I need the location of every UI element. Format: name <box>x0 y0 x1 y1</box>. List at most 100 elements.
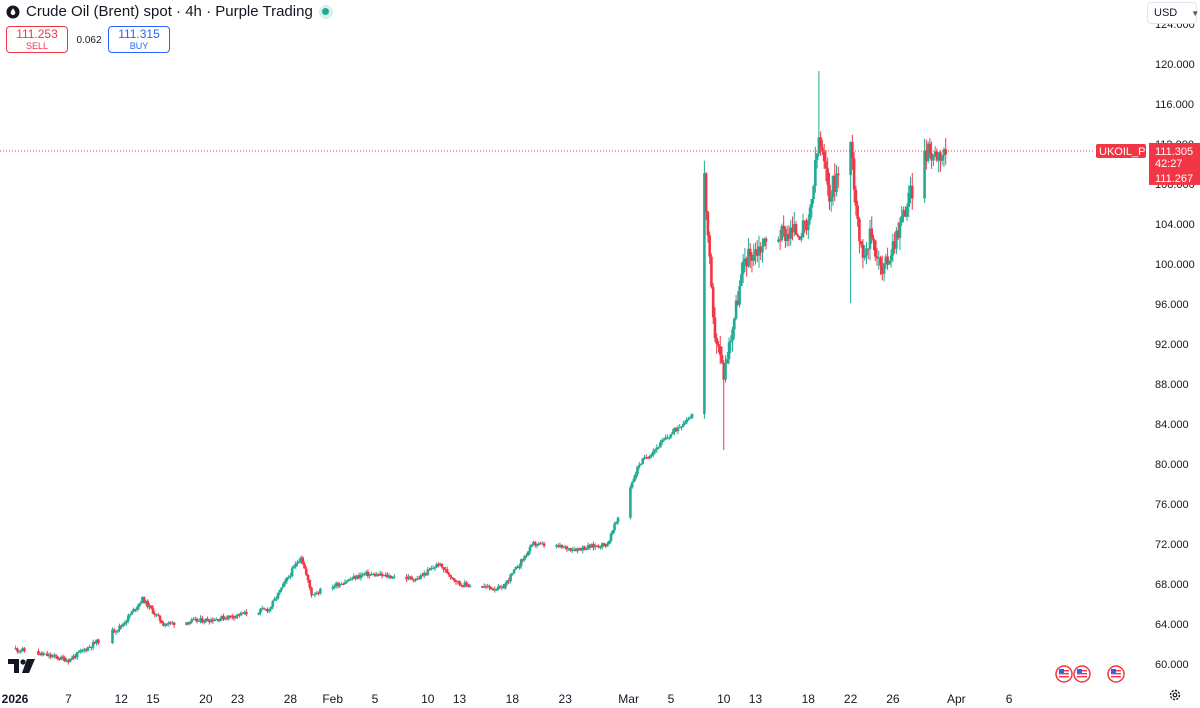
candle-body <box>821 147 824 152</box>
candle-body <box>519 559 523 567</box>
candle-body <box>220 615 223 619</box>
candle-body <box>213 620 216 622</box>
candle-body <box>780 225 784 240</box>
candle-body <box>444 569 447 571</box>
candle-body <box>225 617 229 619</box>
candle-body <box>419 575 423 579</box>
candle-body <box>935 151 939 161</box>
sell-label: SELL <box>25 41 49 51</box>
candle-body <box>311 594 315 596</box>
candle-body <box>815 153 819 160</box>
candle-body <box>229 615 232 617</box>
candle-body <box>872 238 875 241</box>
candle-body <box>95 639 98 644</box>
candle-body <box>909 185 912 193</box>
candle-body <box>877 257 881 259</box>
x-tick-label: 15 <box>146 692 160 706</box>
x-tick-label: 20 <box>199 692 213 706</box>
candle-body <box>430 568 433 570</box>
currency-select[interactable]: USD ▼ <box>1147 2 1199 24</box>
candle-body <box>814 159 817 187</box>
us-flag-icon[interactable] <box>1055 665 1073 683</box>
x-tick-label: 23 <box>231 692 245 706</box>
candle-body <box>708 235 711 257</box>
candle-body <box>185 622 188 626</box>
candle-body <box>757 246 761 256</box>
sell-button[interactable]: 111.253 SELL <box>6 26 68 53</box>
candle-body <box>216 619 220 621</box>
candle-body <box>405 576 408 580</box>
candle-body <box>782 225 785 230</box>
symbol-tag: UKOIL_P <box>1099 146 1145 158</box>
candle-body <box>674 428 678 432</box>
candle-body <box>375 574 379 577</box>
candle-body <box>898 222 902 238</box>
candle-body <box>495 589 498 591</box>
candle-body <box>363 573 366 575</box>
candle-body <box>165 623 169 625</box>
candle-body <box>285 577 289 582</box>
candle-body <box>676 427 680 432</box>
candle-body <box>926 143 930 162</box>
candle-body <box>456 580 460 583</box>
candle-body <box>199 618 202 621</box>
candle-body <box>348 579 352 581</box>
candle-body <box>717 344 720 347</box>
candle-body <box>282 583 285 588</box>
candle-body <box>341 583 345 585</box>
candle-body <box>710 256 713 287</box>
candle-body <box>777 239 780 242</box>
candle-body <box>667 437 671 439</box>
candle-body <box>433 567 437 569</box>
candle-body <box>630 482 634 488</box>
candle-body <box>653 449 657 452</box>
candle-body <box>319 588 322 594</box>
candle-body <box>761 246 764 253</box>
candle-body <box>563 546 567 548</box>
candle-body <box>533 542 537 546</box>
candle-body <box>208 621 211 623</box>
candle-body <box>299 557 303 562</box>
candle-body <box>655 447 659 450</box>
us-flag-icon[interactable] <box>1073 665 1091 683</box>
y-tick-label: 96.000 <box>1155 299 1189 311</box>
candle-body <box>579 548 583 551</box>
candle-body <box>530 544 534 547</box>
buy-label: BUY <box>129 41 149 51</box>
candle-body <box>493 589 497 591</box>
candle-body <box>799 237 803 240</box>
candle-body <box>722 362 726 380</box>
chart-header: Crude Oil (Brent) spot · 4h · Purple Tra… <box>6 3 333 20</box>
candle-body <box>449 575 453 578</box>
tradingview-logo-icon[interactable] <box>8 658 36 674</box>
candle-body <box>555 545 558 547</box>
candle-body <box>431 568 435 570</box>
candle-body <box>264 609 268 611</box>
candle-body <box>333 586 336 588</box>
candle-body <box>828 184 831 202</box>
candle-body <box>370 574 373 576</box>
candle-body <box>382 575 386 577</box>
candle-body <box>634 474 637 479</box>
us-flag-icon[interactable] <box>1107 665 1125 683</box>
candle-body <box>664 437 667 440</box>
candle-body <box>283 581 287 584</box>
gear-icon[interactable] <box>1168 688 1182 702</box>
candle-body <box>537 543 541 545</box>
buy-button[interactable]: 111.315 BUY <box>108 26 170 53</box>
candle-body <box>60 656 63 660</box>
candle-body <box>785 233 789 242</box>
candle-body <box>604 543 608 547</box>
candle-body <box>574 549 578 552</box>
candle-body <box>223 617 227 620</box>
candle-body <box>112 629 116 633</box>
chart-title: Crude Oil (Brent) spot · 4h · Purple Tra… <box>26 3 313 20</box>
y-tick-label: 92.000 <box>1155 339 1189 351</box>
candle-body <box>16 648 19 652</box>
candle-body <box>340 583 343 585</box>
candle-body <box>738 286 741 305</box>
candle-body <box>167 622 171 624</box>
candle-body <box>822 151 826 162</box>
candle-body <box>424 572 428 575</box>
